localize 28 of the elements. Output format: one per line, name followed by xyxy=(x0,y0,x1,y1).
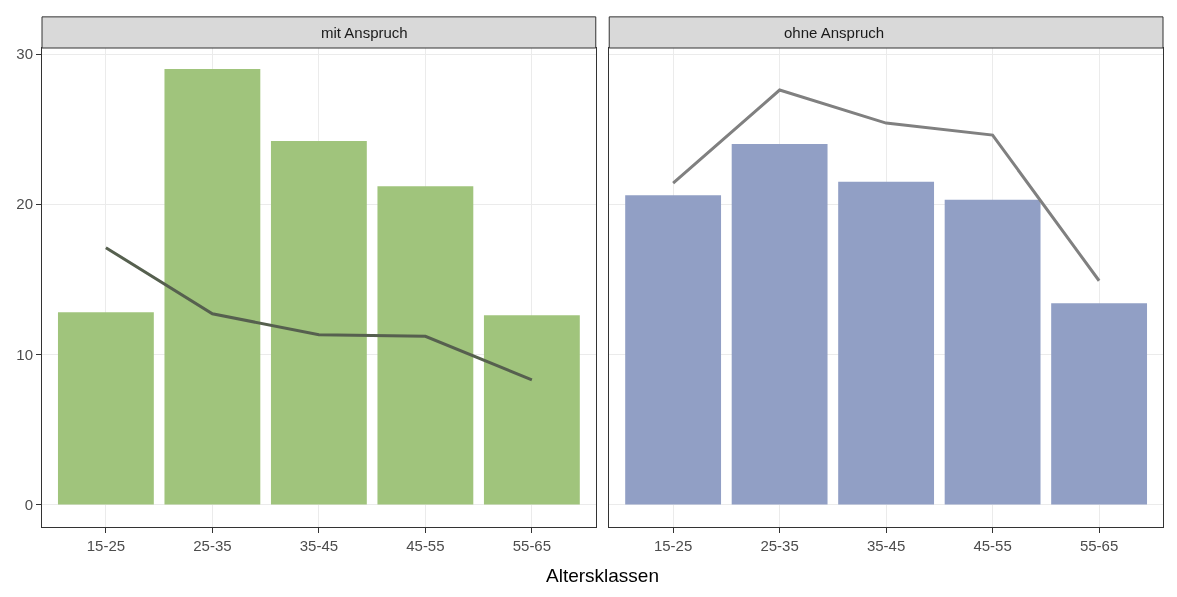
x-tick-label: 45-55 xyxy=(406,537,445,554)
bar xyxy=(838,181,935,505)
bar xyxy=(625,195,722,505)
chart-title: ohne Anspruch xyxy=(784,24,885,41)
y-tick-label: 30 xyxy=(16,45,33,63)
bar xyxy=(57,312,154,505)
x-tick-label: 55-65 xyxy=(1079,537,1119,554)
y-tick-label: 0 xyxy=(24,495,33,513)
bar xyxy=(944,199,1041,505)
y-tick-label: 20 xyxy=(16,195,33,213)
bar xyxy=(270,141,367,505)
x-tick-label: 25-35 xyxy=(760,537,799,554)
chart-title: mit Anspruch xyxy=(321,24,408,41)
bar xyxy=(164,69,261,505)
x-tick-label: 15-25 xyxy=(653,537,693,554)
bar xyxy=(1051,303,1148,505)
bar xyxy=(483,315,580,505)
x-tick-label: 45-55 xyxy=(973,537,1012,554)
bar xyxy=(377,186,474,505)
bar xyxy=(731,144,828,505)
x-tick-label: 35-45 xyxy=(299,537,339,554)
line-series xyxy=(104,246,534,382)
x-tick-label: 55-65 xyxy=(512,537,552,554)
x-tick-label: 15-25 xyxy=(86,537,126,554)
y-tick-label: 10 xyxy=(16,345,33,363)
x-tick-label: 25-35 xyxy=(193,537,232,554)
x-tick-label: 35-45 xyxy=(866,537,906,554)
x-axis-title: Altersklassen xyxy=(546,565,659,586)
